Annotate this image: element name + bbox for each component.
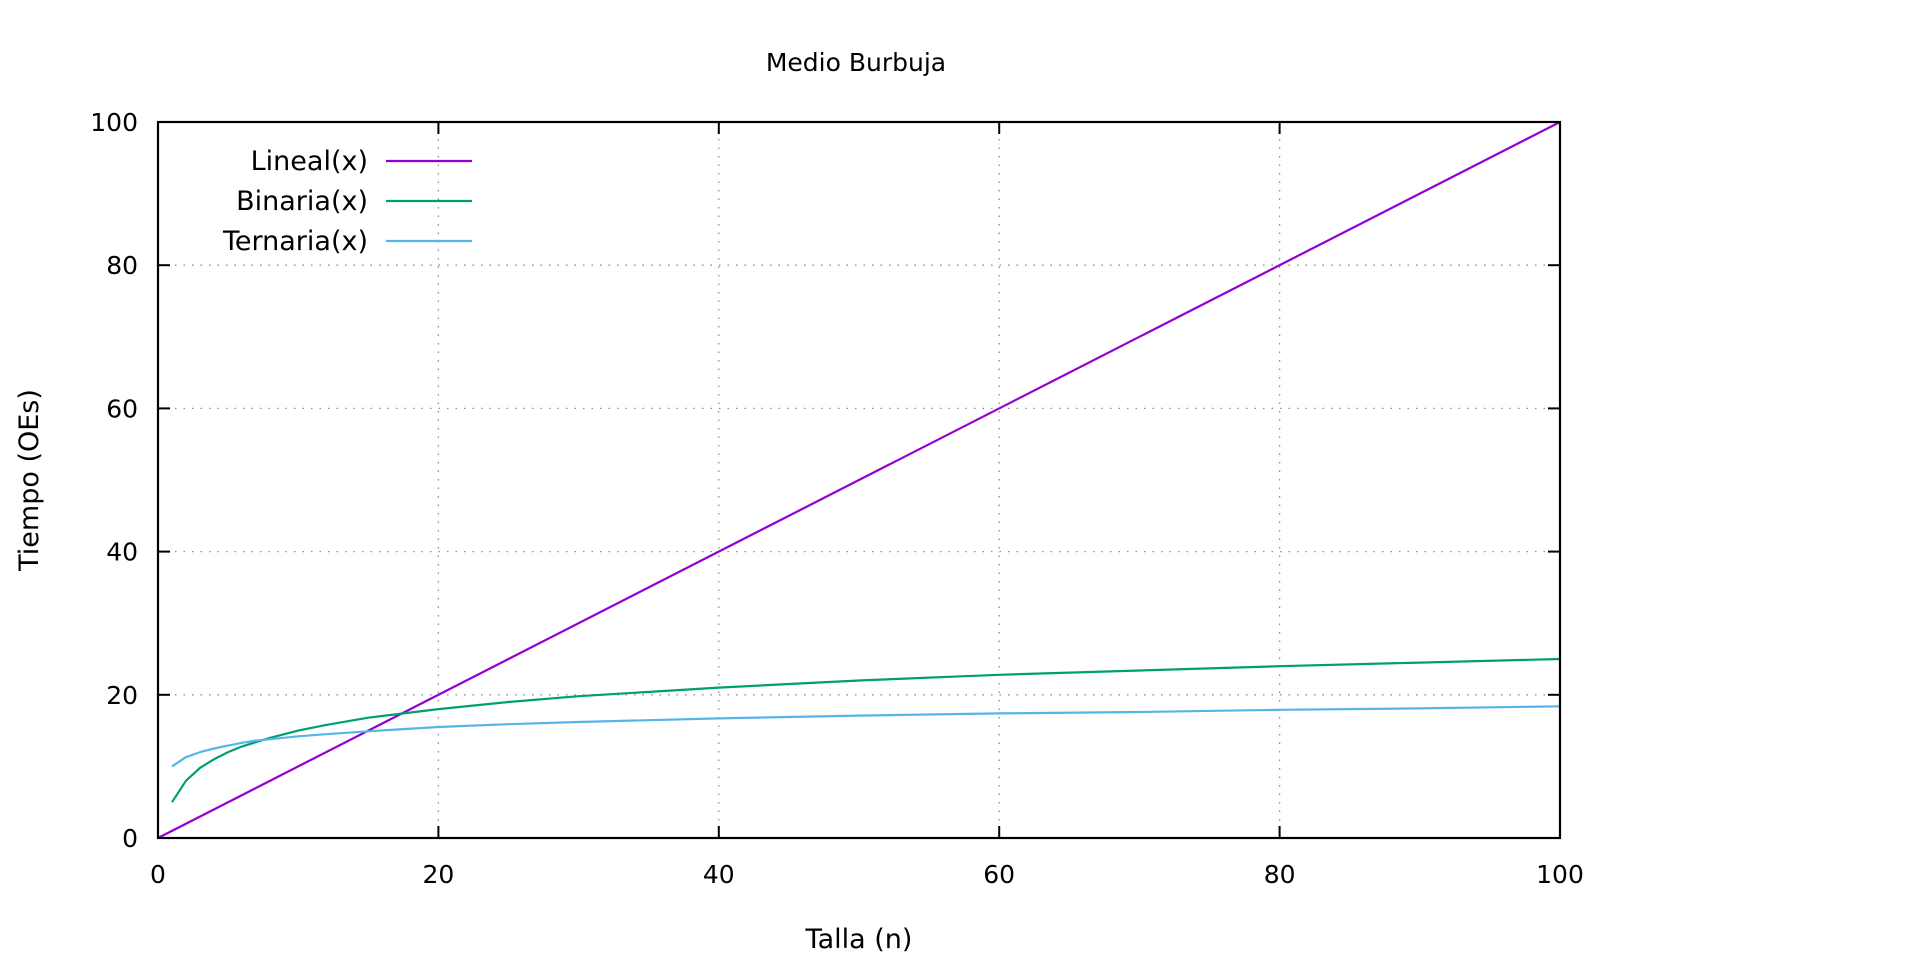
y-tick-label: 80 (106, 251, 138, 280)
legend-label: Binaria(x) (236, 186, 368, 217)
y-tick-label: 100 (90, 108, 138, 137)
plot-frame (156, 120, 1562, 840)
series-line-2 (171, 705, 1561, 768)
series-line-0 (157, 121, 1561, 839)
x-tick-label: 100 (1536, 860, 1584, 889)
legend: Lineal(x) Binaria(x) Ternaria(x) (222, 146, 472, 257)
y-tick-label: 0 (122, 824, 138, 853)
x-axis-label: Talla (n) (805, 924, 913, 955)
y-tick-label: 60 (106, 394, 138, 423)
x-tick-label: 0 (150, 860, 166, 889)
x-tick-label: 40 (703, 860, 735, 889)
axes: 0 20 40 60 80 100 0 20 40 60 80 100 (90, 108, 1584, 889)
series-lines (157, 121, 1561, 839)
chart-title: Medio Burbuja (766, 48, 946, 77)
legend-label: Ternaria(x) (222, 226, 368, 257)
y-tick-label: 20 (106, 681, 138, 710)
series-line-1 (171, 657, 1561, 803)
x-tick-label: 20 (422, 860, 454, 889)
legend-label: Lineal(x) (251, 146, 368, 177)
x-tick-label: 60 (983, 860, 1015, 889)
y-axis-label: Tiempo (OEs) (14, 389, 45, 572)
x-tick-label: 80 (1264, 860, 1296, 889)
y-tick-label: 40 (106, 538, 138, 567)
